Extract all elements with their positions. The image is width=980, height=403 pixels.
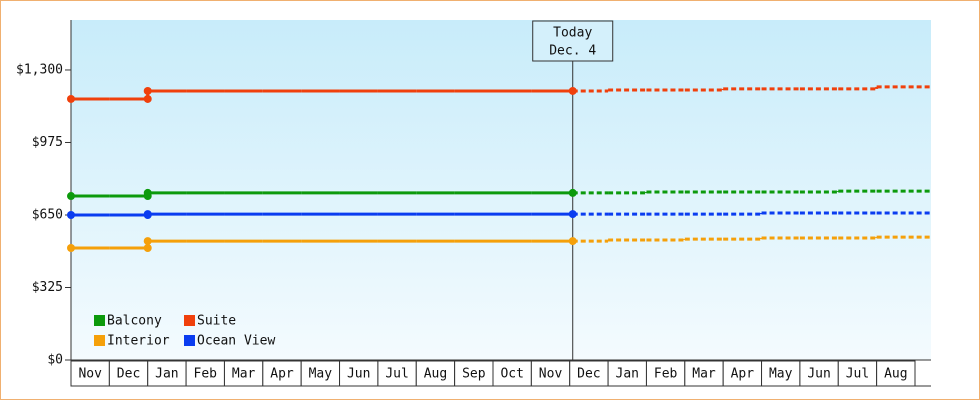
price-dot: [143, 237, 152, 246]
legend-swatch: [94, 315, 105, 326]
month-cell: [70, 360, 110, 387]
legend-label: Balcony: [107, 314, 162, 329]
x-tick-label: Aug: [884, 367, 907, 382]
price-dot: [143, 210, 152, 219]
month-cell: [684, 360, 724, 387]
month-cell: [837, 360, 878, 387]
y-tick-label: $1,300: [16, 62, 63, 77]
x-tick-label: May: [309, 367, 333, 382]
month-cell: [454, 360, 494, 387]
month-cell: [761, 360, 801, 387]
y-tick-label: $650: [32, 207, 63, 222]
price-dot: [143, 244, 152, 253]
month-cell: [569, 360, 609, 387]
x-tick-label: Jul: [385, 367, 408, 382]
month-cell: [530, 360, 571, 387]
legend-label: Interior: [107, 334, 170, 349]
x-tick-label: Aug: [424, 367, 447, 382]
price-dot: [143, 86, 152, 95]
x-tick-label: Jan: [155, 367, 178, 382]
today-label: Today: [553, 26, 592, 41]
month-cell: [799, 360, 839, 387]
legend-swatch: [94, 335, 105, 346]
x-tick-label: Nov: [78, 367, 102, 382]
x-tick-label: Mar: [692, 367, 716, 382]
x-tick-label: Dec: [577, 367, 600, 382]
legend-label: Suite: [197, 314, 236, 329]
legend-swatch: [184, 315, 195, 326]
x-tick-label: Feb: [194, 367, 218, 382]
x-tick-label: Apr: [731, 367, 755, 382]
x-tick-label: Sep: [462, 367, 486, 382]
price-dot: [67, 192, 75, 201]
price-dot: [143, 94, 152, 103]
x-tick-label: Dec: [117, 367, 140, 382]
price-dot: [67, 244, 75, 253]
x-tick-label: Oct: [500, 367, 523, 382]
month-cell: [377, 360, 417, 387]
price-dot: [67, 210, 75, 219]
y-tick-label: $975: [32, 135, 63, 150]
month-cell: [876, 360, 916, 387]
plot-area: [71, 20, 931, 360]
x-tick-label: Mar: [232, 367, 256, 382]
today-label: Dec. 4: [549, 44, 596, 59]
month-cell: [185, 360, 225, 387]
x-tick-label: Jun: [807, 367, 830, 382]
today-box: [532, 20, 614, 62]
x-tick-label: Jul: [846, 367, 869, 382]
legend-label: Ocean View: [197, 334, 275, 349]
y-tick-label: $0: [47, 353, 63, 368]
month-cell: [223, 360, 264, 387]
x-tick-label: Nov: [539, 367, 563, 382]
x-tick-label: May: [769, 367, 793, 382]
price-dot: [67, 94, 75, 103]
x-tick-label: Apr: [270, 367, 294, 382]
month-cell: [147, 360, 187, 387]
y-tick-label: $325: [32, 280, 63, 295]
x-tick-label: Jun: [347, 367, 370, 382]
month-cell: [645, 360, 686, 387]
legend-swatch: [184, 335, 195, 346]
price-dot: [143, 188, 152, 197]
x-tick-label: Jan: [616, 367, 639, 382]
x-tick-label: Feb: [654, 367, 678, 382]
month-cell: [108, 360, 149, 387]
month-cell: [262, 360, 302, 387]
